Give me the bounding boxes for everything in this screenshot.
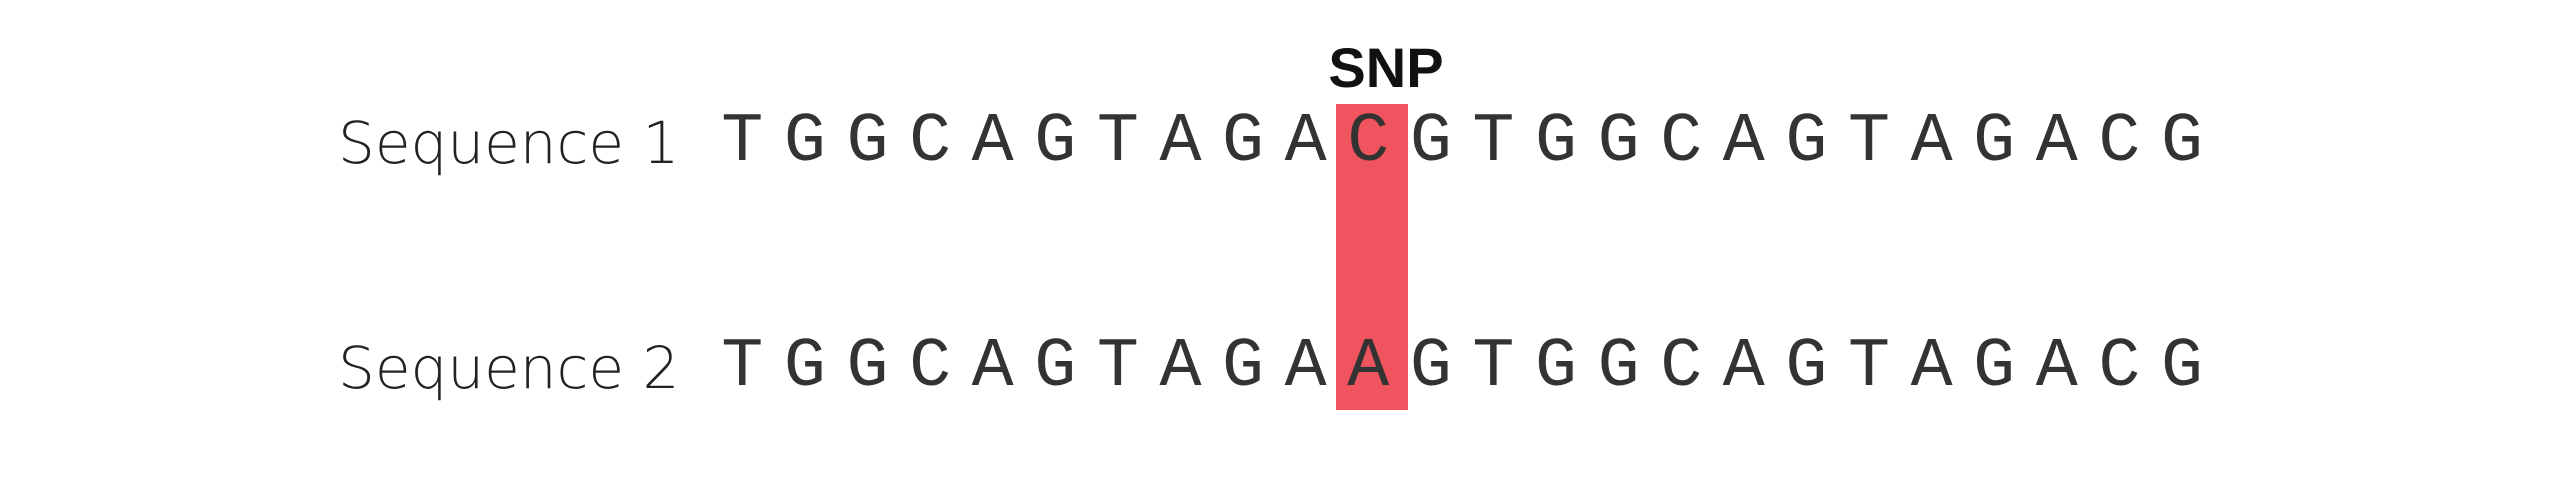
base-seq2-21: G <box>1973 328 2016 407</box>
base-seq2-1: T <box>721 328 764 407</box>
snp-highlight-bar <box>1336 104 1408 410</box>
base-seq1-5: A <box>971 103 1014 182</box>
base-seq1-4: C <box>909 103 952 182</box>
base-seq2-17: A <box>1722 328 1765 407</box>
base-seq2-22: A <box>2035 328 2078 407</box>
base-seq1-7: T <box>1096 103 1139 182</box>
base-seq1-12: G <box>1409 103 1452 182</box>
base-seq1-1: T <box>721 103 764 182</box>
base-seq2-6: G <box>1034 328 1077 407</box>
base-seq1-18: G <box>1785 103 1828 182</box>
base-seq2-16: C <box>1660 328 1703 407</box>
base-seq2-20: A <box>1910 328 1953 407</box>
base-seq1-23: C <box>2098 103 2141 182</box>
base-seq1-8: A <box>1159 103 1202 182</box>
base-seq1-24: G <box>2160 103 2203 182</box>
base-seq2-5: A <box>971 328 1014 407</box>
base-seq2-2: G <box>783 328 826 407</box>
base-seq1-10: A <box>1284 103 1327 182</box>
base-seq1-14: G <box>1535 103 1578 182</box>
base-seq1-20: A <box>1910 103 1953 182</box>
base-seq1-22: A <box>2035 103 2078 182</box>
base-seq1-6: G <box>1034 103 1077 182</box>
snp-base-seq1-11: C <box>1347 103 1390 182</box>
base-seq1-21: G <box>1973 103 2016 182</box>
base-seq2-15: G <box>1597 328 1640 407</box>
base-seq2-13: T <box>1472 328 1515 407</box>
base-seq1-9: G <box>1222 103 1265 182</box>
base-seq2-18: G <box>1785 328 1828 407</box>
sequence-1-label: Sequence 1 <box>338 109 680 177</box>
base-seq2-7: T <box>1096 328 1139 407</box>
base-seq1-15: G <box>1597 103 1640 182</box>
base-seq1-17: A <box>1722 103 1765 182</box>
base-seq2-19: T <box>1847 328 1890 407</box>
snp-base-seq2-11: A <box>1347 328 1390 407</box>
base-seq1-19: T <box>1847 103 1890 182</box>
base-seq1-13: T <box>1472 103 1515 182</box>
base-seq2-12: G <box>1409 328 1452 407</box>
base-seq2-8: A <box>1159 328 1202 407</box>
base-seq2-23: C <box>2098 328 2141 407</box>
base-seq2-3: G <box>846 328 889 407</box>
base-seq1-16: C <box>1660 103 1703 182</box>
base-seq2-14: G <box>1535 328 1578 407</box>
sequence-2-label: Sequence 2 <box>338 334 680 402</box>
base-seq2-24: G <box>2160 328 2203 407</box>
base-seq1-2: G <box>783 103 826 182</box>
base-seq2-9: G <box>1222 328 1265 407</box>
base-seq2-4: C <box>909 328 952 407</box>
snp-label: SNP <box>1328 36 1444 99</box>
base-seq1-3: G <box>846 103 889 182</box>
base-seq2-10: A <box>1284 328 1327 407</box>
